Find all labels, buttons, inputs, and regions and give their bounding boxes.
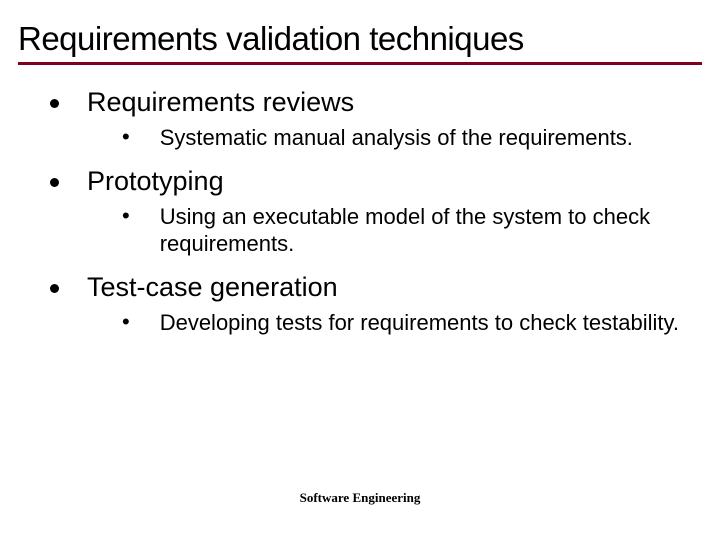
sub-bullet-marker-icon: • <box>122 309 130 335</box>
sub-bullet-marker-icon: • <box>122 124 130 150</box>
sub-bullet-text: Using an executable model of the system … <box>160 203 680 258</box>
bullet-item: Prototyping <box>50 166 702 197</box>
sub-bullet-text: Developing tests for requirements to che… <box>160 309 679 337</box>
bullet-item: Test-case generation <box>50 272 702 303</box>
slide-title: Requirements validation techniques <box>18 20 702 58</box>
bullet-label: Test-case generation <box>87 272 338 303</box>
sub-bullet-item: • Systematic manual analysis of the requ… <box>122 124 702 152</box>
title-rule <box>18 62 702 65</box>
bullet-dot-icon <box>50 178 59 187</box>
bullet-label: Requirements reviews <box>87 87 354 118</box>
bullet-label: Prototyping <box>87 166 224 197</box>
bullet-item: Requirements reviews <box>50 87 702 118</box>
bullet-dot-icon <box>50 284 59 293</box>
sub-bullet-marker-icon: • <box>122 203 130 229</box>
slide-footer: Software Engineering <box>0 490 720 506</box>
bullet-dot-icon <box>50 99 59 108</box>
sub-bullet-item: • Developing tests for requirements to c… <box>122 309 702 337</box>
sub-bullet-text: Systematic manual analysis of the requir… <box>160 124 633 152</box>
slide-content: Requirements reviews • Systematic manual… <box>18 87 702 336</box>
sub-bullet-item: • Using an executable model of the syste… <box>122 203 702 258</box>
